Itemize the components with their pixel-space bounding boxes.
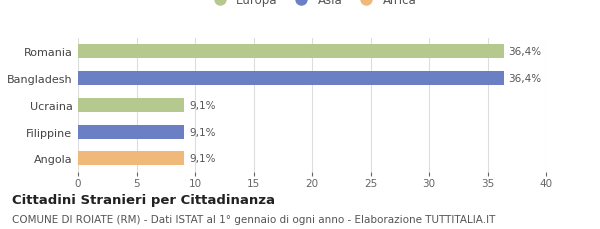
Text: 9,1%: 9,1% bbox=[189, 100, 215, 110]
Text: Cittadini Stranieri per Cittadinanza: Cittadini Stranieri per Cittadinanza bbox=[12, 193, 275, 206]
Text: COMUNE DI ROIATE (RM) - Dati ISTAT al 1° gennaio di ogni anno - Elaborazione TUT: COMUNE DI ROIATE (RM) - Dati ISTAT al 1°… bbox=[12, 214, 496, 224]
Text: 9,1%: 9,1% bbox=[189, 154, 215, 164]
Text: 36,4%: 36,4% bbox=[509, 47, 542, 57]
Bar bbox=[78, 72, 504, 86]
Bar bbox=[78, 98, 184, 112]
Text: 36,4%: 36,4% bbox=[509, 74, 542, 84]
Text: 9,1%: 9,1% bbox=[189, 127, 215, 137]
Bar bbox=[78, 45, 504, 59]
Bar bbox=[78, 125, 184, 139]
Bar bbox=[78, 152, 184, 166]
Legend: Europa, Asia, Africa: Europa, Asia, Africa bbox=[203, 0, 421, 11]
